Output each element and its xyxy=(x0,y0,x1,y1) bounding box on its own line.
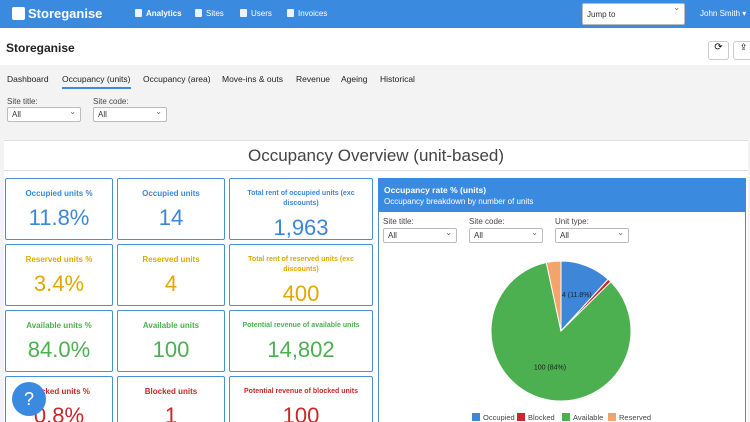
kpi-value: 11.8% xyxy=(28,205,90,230)
nav-link[interactable]: Users xyxy=(251,9,272,18)
divider xyxy=(4,170,748,171)
kpi-title: Total rent of occupied units (exc discou… xyxy=(247,190,355,207)
chart-header: Occupancy rate % (units) Occupancy break… xyxy=(378,178,746,212)
tab[interactable]: Ageing xyxy=(341,74,368,84)
kpi-value: 100 xyxy=(282,403,320,422)
kpi-title: Available units xyxy=(142,321,200,330)
filter-label: Site code: xyxy=(93,97,129,106)
brand[interactable]: Storeganise xyxy=(28,6,103,21)
kpi-title: Potential revenue of available units xyxy=(242,322,360,329)
kpi-card: Potential revenue of blocked units 100 xyxy=(229,376,373,422)
kpi-card: Occupied units 14 xyxy=(117,178,225,240)
user-menu[interactable]: John Smith ▾ xyxy=(700,9,747,18)
help-button[interactable]: ? xyxy=(12,382,46,416)
filter-select[interactable]: All xyxy=(7,107,81,122)
filter-label: Site code: xyxy=(469,217,505,226)
nav-link[interactable]: Analytics xyxy=(146,9,182,18)
kpi-card: Blocked units 1 xyxy=(117,376,225,422)
kpi-value: 1,963 xyxy=(273,215,329,240)
kpi-value: 4 xyxy=(164,271,178,296)
kpi-value: 14 xyxy=(158,205,184,230)
kpi-title: Occupied units % xyxy=(25,189,93,198)
filter-select[interactable]: All xyxy=(383,228,457,243)
logo-icon xyxy=(12,7,25,20)
tab[interactable]: Historical xyxy=(380,74,415,84)
kpi-value: 400 xyxy=(282,281,320,306)
page-title: Storeganise xyxy=(6,41,75,55)
chart-panel xyxy=(378,178,746,422)
kpi-value: 1 xyxy=(164,403,178,422)
filter-label: Site title: xyxy=(383,217,414,226)
kpi-value: 100 xyxy=(152,337,190,362)
nav-link[interactable]: Invoices xyxy=(298,9,328,18)
chart-title: Occupancy rate % (units) xyxy=(384,185,487,195)
kpi-value: 84.0% xyxy=(27,337,91,362)
kpi-title: Available units % xyxy=(26,321,92,330)
kpi-card: Total rent of reserved units (exc discou… xyxy=(229,244,373,306)
kpi-title: Potential revenue of blocked units xyxy=(244,388,358,395)
tab[interactable]: Occupancy (area) xyxy=(143,74,211,84)
tab[interactable]: Occupancy (units) xyxy=(62,74,131,89)
export-button[interactable]: ⇪ xyxy=(733,41,750,60)
kpi-card: Reserved units % 3.4% xyxy=(5,244,113,306)
kpi-title: Reserved units xyxy=(142,255,200,264)
kpi-card: Reserved units 4 xyxy=(117,244,225,306)
filter-select[interactable]: All xyxy=(555,228,629,243)
kpi-title: Blocked units % xyxy=(28,387,90,396)
kpi-card: Available units % 84.0% xyxy=(5,310,113,372)
tab[interactable]: Revenue xyxy=(296,74,331,84)
overview-title: Occupancy Overview (unit-based) xyxy=(247,146,505,165)
nav-icon xyxy=(240,9,247,17)
user-name: John Smith xyxy=(700,9,741,18)
nav-icon xyxy=(135,9,142,17)
jump-to[interactable]: Jump to xyxy=(582,3,685,25)
navbar: Storeganise Jump to John Smith ▾ Analyti… xyxy=(0,0,750,28)
kpi-card: Total rent of occupied units (exc discou… xyxy=(229,178,373,240)
kpi-title: Total rent of reserved units (exc discou… xyxy=(248,256,354,273)
header-bar xyxy=(0,28,750,65)
kpi-card: Occupied units % 11.8% xyxy=(5,178,113,240)
filter-label: Unit type: xyxy=(555,217,589,226)
kpi-title: Reserved units % xyxy=(25,255,93,264)
tab[interactable]: Dashboard xyxy=(7,74,49,84)
chart-subtitle: Occupancy breakdown by number of units xyxy=(384,197,534,206)
tab[interactable]: Move-ins & outs xyxy=(222,74,283,84)
kpi-title: Occupied units xyxy=(142,189,200,198)
filter-select[interactable]: All xyxy=(93,107,167,122)
filter-select[interactable]: All xyxy=(469,228,543,243)
kpi-value: 3.4% xyxy=(33,271,85,296)
divider xyxy=(4,140,748,141)
kpi-card: Potential revenue of available units 14,8… xyxy=(229,310,373,372)
nav-icon xyxy=(287,9,294,17)
kpi-value: 0.8% xyxy=(33,403,85,422)
kpi-card: Available units 100 xyxy=(117,310,225,372)
nav-icon xyxy=(195,9,202,17)
nav-link[interactable]: Sites xyxy=(206,9,224,18)
filter-label: Site title: xyxy=(7,97,38,106)
refresh-button[interactable]: ⟳ xyxy=(708,41,729,60)
kpi-title: Blocked units xyxy=(144,387,198,396)
kpi-value: 14,802 xyxy=(267,337,335,362)
